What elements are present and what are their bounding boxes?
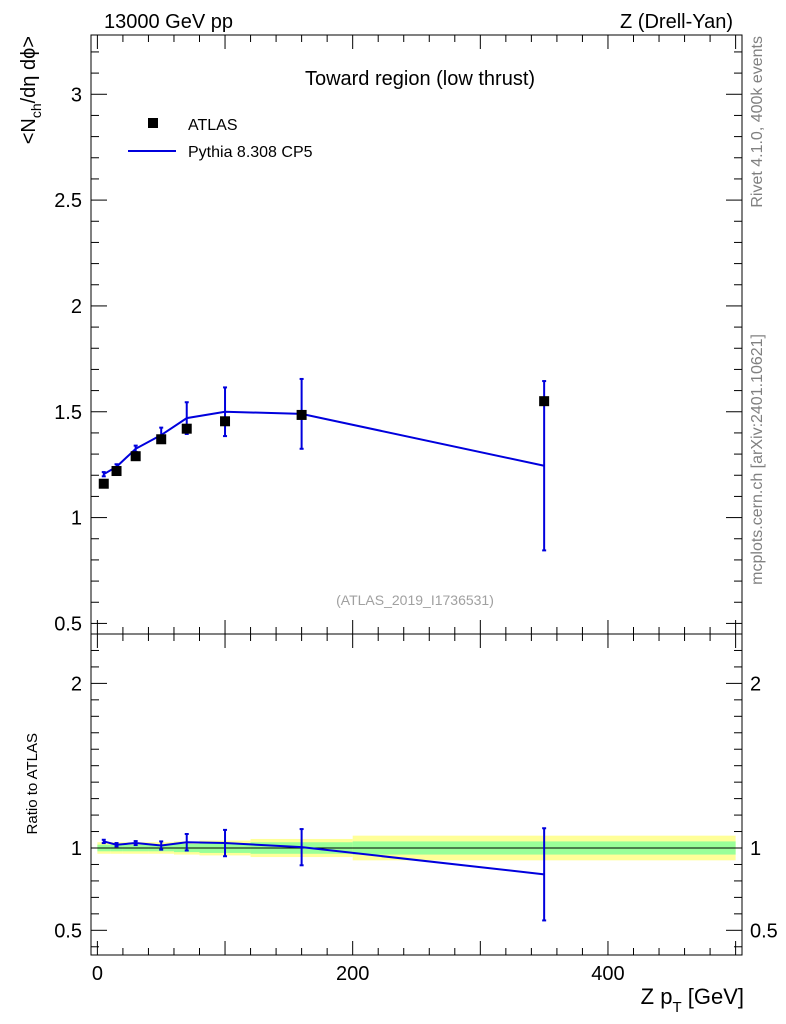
- y-tick-label: 0.5: [54, 920, 82, 942]
- x-tick-label: 200: [336, 963, 369, 985]
- y-tick-label: 1: [71, 838, 82, 860]
- ratio-ylabel: Ratio to ATLAS: [24, 733, 41, 834]
- pythia-line: [103, 410, 545, 476]
- y-tick-label: 0.5: [750, 920, 778, 942]
- y-tick-label: 1.5: [54, 402, 82, 424]
- y-tick-label: 2: [71, 296, 82, 318]
- rivet-label: Rivet 4.1.0, 400k events: [749, 36, 766, 208]
- ratio-panel: 0.5 0.5 1 1 2 2 Ratio to ATLAS: [24, 633, 778, 956]
- y-tick-label: 2: [750, 673, 761, 695]
- main-panel: 0.511.522.53 Toward region (low thrust) …: [18, 34, 743, 635]
- x-tick-label: 0: [92, 963, 103, 985]
- atlas-point: [296, 409, 307, 420]
- y-tick-label: 2.5: [54, 190, 82, 212]
- header-right: Z (Drell-Yan): [620, 11, 733, 33]
- atlas-point: [181, 423, 192, 434]
- atlas-point: [220, 416, 231, 427]
- y-tick-label: 0.5: [54, 613, 82, 635]
- main-marks: [98, 377, 550, 552]
- legend-pythia-label: Pythia 8.308 CP5: [188, 144, 313, 161]
- y-tick-label: 2: [71, 673, 82, 695]
- atlas-point: [98, 478, 109, 489]
- legend-atlas-label: ATLAS: [188, 117, 238, 134]
- ratio-marks: [91, 827, 742, 922]
- y-tick-label: 1: [750, 838, 761, 860]
- header-left: 13000 GeV pp: [104, 11, 233, 33]
- chart-title: Toward region (low thrust): [305, 68, 535, 90]
- legend-atlas-marker: [148, 118, 158, 128]
- x-tick-label: 400: [591, 963, 624, 985]
- mcplots-label: mcplots.cern.ch [arXiv:2401.10621]: [749, 334, 766, 585]
- analysis-label: (ATLAS_2019_I1736531): [336, 592, 494, 608]
- ratio-frame: [90, 633, 743, 956]
- atlas-point: [111, 466, 122, 477]
- y-tick-label: 3: [71, 84, 82, 106]
- y-tick-label: 1: [71, 508, 82, 530]
- main-axis-ticks: 0.5 1 1.5 2 2.5 3: [54, 35, 742, 635]
- x-tick-labels: 0 200 400: [92, 963, 625, 985]
- main-ylabel: <Nch/dη dϕ>: [18, 36, 44, 144]
- ratio-pythia-line: [103, 840, 545, 876]
- atlas-point: [539, 396, 550, 407]
- ratio-axis-ticks: 0.5 0.5 1 1 2 2: [54, 634, 778, 955]
- x-axis-label: Z pT [GeV]: [641, 984, 744, 1016]
- atlas-point: [156, 434, 167, 445]
- legend: ATLAS Pythia 8.308 CP5: [128, 117, 313, 161]
- atlas-point: [130, 451, 141, 462]
